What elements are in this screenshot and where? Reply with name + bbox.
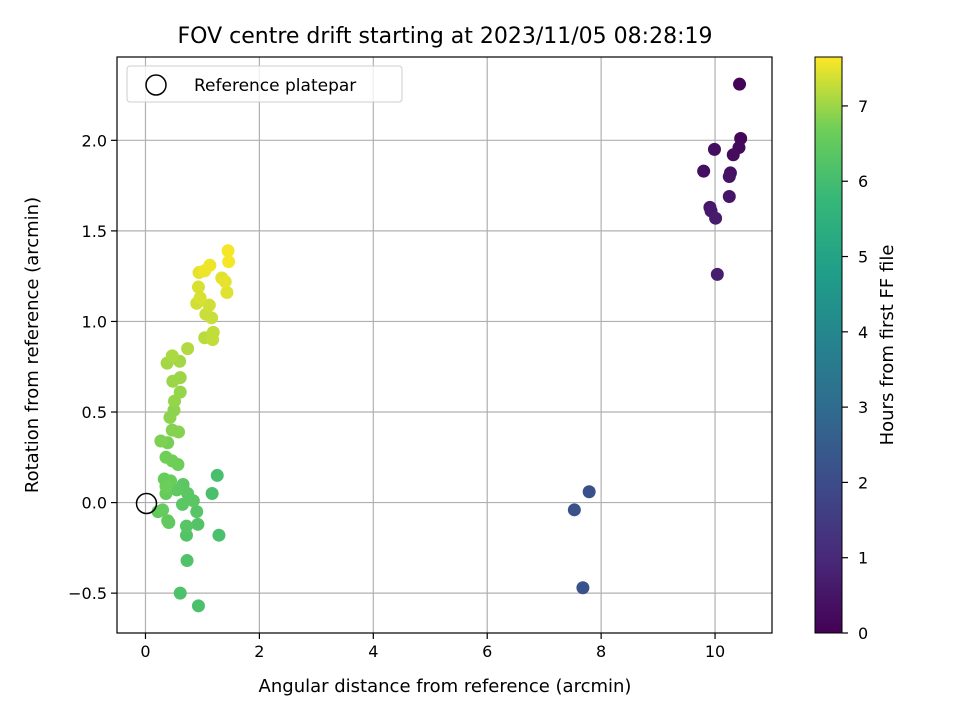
y-tick-label: 1.0	[82, 312, 107, 331]
colorbar-tick-label: 0	[858, 624, 868, 643]
y-tick-label: 1.5	[82, 222, 107, 241]
data-point	[159, 479, 173, 493]
colorbar-tick-label: 5	[858, 248, 868, 267]
data-point	[722, 170, 736, 184]
y-tick-label: 2.0	[82, 131, 107, 150]
data-point	[576, 581, 590, 595]
data-point	[567, 503, 581, 517]
x-tick-label: 10	[705, 642, 725, 661]
x-axis-ticks: 0 2 4 6 8 10	[140, 633, 725, 661]
data-point	[170, 483, 184, 497]
colorbar-tick-label: 1	[858, 549, 868, 568]
data-point	[722, 189, 736, 203]
data-point	[173, 586, 187, 600]
colorbar-tick-label: 3	[858, 398, 868, 417]
data-point	[181, 342, 195, 356]
data-point	[733, 77, 747, 91]
data-point	[173, 385, 187, 399]
data-points	[151, 77, 748, 613]
x-axis-label: Angular distance from reference (arcmin)	[259, 676, 632, 697]
data-point	[710, 267, 724, 281]
data-point	[221, 244, 235, 258]
colorbar-tick-label: 4	[858, 323, 868, 342]
data-point	[191, 517, 205, 531]
data-point	[176, 497, 189, 511]
y-tick-label: 0.0	[82, 494, 107, 513]
chart-title: FOV centre drift starting at 2023/11/05 …	[178, 24, 713, 49]
data-point	[166, 374, 180, 388]
colorbar-tick-label: 2	[858, 473, 868, 492]
data-point	[206, 325, 220, 339]
y-axis-ticks: −0.5 0.0 0.5 1.0 1.5 2.0	[68, 131, 117, 603]
x-tick-label: 4	[368, 642, 378, 661]
plot-frame	[116, 56, 773, 634]
y-tick-label: 0.5	[82, 403, 107, 422]
data-point	[165, 423, 179, 437]
data-point	[179, 528, 193, 542]
colorbar-ticks: 0 1 2 3 4 5 6 7	[842, 97, 868, 643]
data-point	[697, 164, 711, 178]
data-point	[191, 599, 205, 613]
data-point	[203, 258, 217, 272]
data-point	[210, 468, 224, 482]
data-point	[181, 487, 195, 501]
data-point	[179, 519, 193, 533]
colorbar-tick-label: 6	[858, 172, 868, 191]
y-tick-label: −0.5	[68, 584, 107, 603]
data-point	[202, 298, 216, 312]
colorbar	[814, 56, 843, 634]
y-axis-label: Rotation from reference (arcmin)	[22, 197, 43, 493]
legend-label-reference-platepar: Reference platepar	[194, 76, 356, 96]
data-point	[205, 487, 219, 501]
colorbar-tick-label: 7	[858, 97, 868, 116]
data-point	[154, 434, 168, 448]
x-tick-label: 6	[482, 642, 492, 661]
data-point	[156, 503, 170, 517]
data-point	[220, 285, 234, 299]
reference-platepar-marker	[135, 492, 158, 515]
data-point	[709, 211, 723, 225]
data-point	[726, 148, 740, 162]
data-point	[212, 528, 226, 542]
colorbar-label: Hours from first FF file	[877, 245, 898, 446]
legend-marker-icon	[145, 74, 167, 96]
data-point	[159, 450, 173, 464]
data-point	[193, 291, 207, 305]
data-point	[180, 554, 194, 568]
data-point	[161, 514, 175, 528]
x-tick-label: 2	[254, 642, 264, 661]
legend-box	[126, 65, 403, 103]
x-tick-label: 0	[140, 642, 150, 661]
data-point	[165, 349, 179, 363]
x-tick-label: 8	[596, 642, 606, 661]
legend: Reference platepar	[126, 65, 403, 103]
data-point	[707, 142, 721, 156]
data-point	[191, 280, 205, 294]
data-point	[582, 485, 596, 499]
data-point	[218, 275, 232, 289]
data-point	[190, 505, 204, 519]
data-point	[222, 255, 236, 269]
